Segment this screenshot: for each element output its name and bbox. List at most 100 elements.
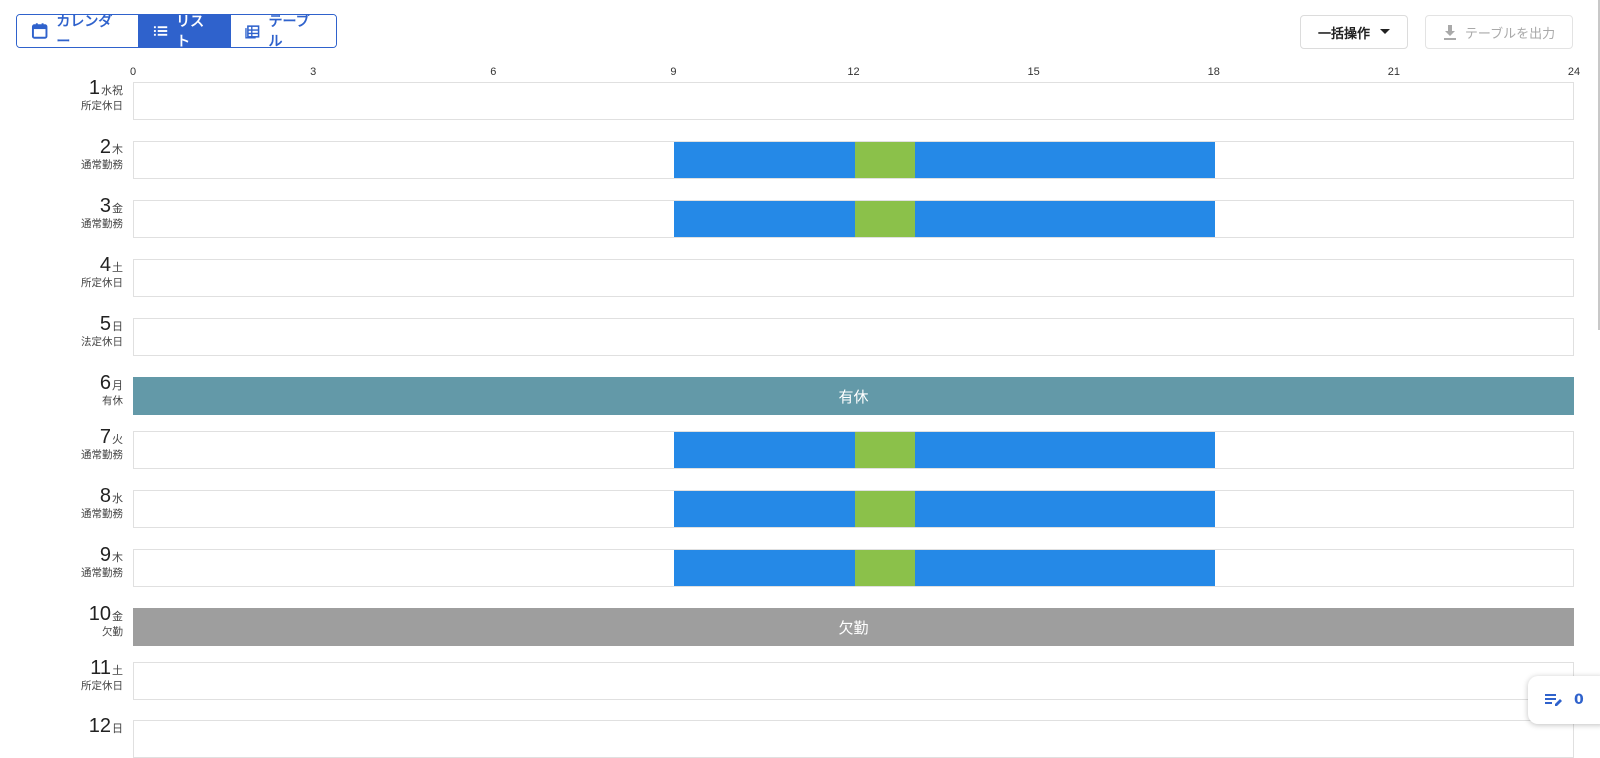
axis-tick-label: 9 bbox=[670, 66, 677, 78]
day-number: 9 bbox=[99, 544, 111, 566]
day-type: 通常勤務 bbox=[81, 567, 123, 579]
break-segment[interactable] bbox=[854, 201, 915, 237]
work-segment[interactable] bbox=[674, 142, 855, 178]
day-timeline-track[interactable] bbox=[133, 662, 1574, 700]
day-timeline-track[interactable] bbox=[133, 490, 1574, 528]
day-number: 12 bbox=[88, 715, 111, 737]
day-weekday: 木 bbox=[112, 552, 123, 564]
break-segment[interactable] bbox=[854, 432, 915, 468]
work-segment[interactable] bbox=[914, 491, 1215, 527]
day-label: 6月 有休 bbox=[0, 373, 123, 408]
day-label: 9木通常勤務 bbox=[0, 545, 123, 580]
day-weekday: 日 bbox=[112, 321, 123, 333]
day-number: 3 bbox=[99, 195, 111, 217]
day-number: 6 bbox=[99, 372, 111, 394]
edits-fab-button[interactable]: 0 bbox=[1528, 676, 1600, 724]
caret-down-icon bbox=[1380, 29, 1390, 34]
day-weekday: 土 bbox=[112, 665, 123, 677]
day-timeline-track[interactable] bbox=[133, 259, 1574, 297]
list-icon bbox=[153, 26, 168, 36]
day-timeline-track[interactable] bbox=[133, 431, 1574, 469]
day-weekday: 土 bbox=[112, 262, 123, 274]
work-segment[interactable] bbox=[674, 432, 855, 468]
day-weekday: 金 bbox=[112, 203, 123, 215]
absence-bar[interactable]: 欠勤 bbox=[133, 608, 1574, 646]
day-label: 1水祝所定休日 bbox=[0, 78, 123, 113]
day-timeline-track[interactable] bbox=[133, 200, 1574, 238]
view-calendar-label: カレンダー bbox=[56, 14, 113, 48]
break-segment[interactable] bbox=[854, 142, 915, 178]
work-segment[interactable] bbox=[914, 432, 1215, 468]
day-type: 所定休日 bbox=[81, 680, 123, 692]
day-type: 法定休日 bbox=[81, 336, 123, 348]
day-number: 11 bbox=[90, 657, 111, 679]
day-number: 5 bbox=[99, 313, 111, 335]
bulk-action-button[interactable]: 一括操作 bbox=[1300, 15, 1408, 49]
day-type: 通常勤務 bbox=[81, 218, 123, 230]
day-type: 所定休日 bbox=[81, 277, 123, 289]
axis-tick-label: 0 bbox=[129, 66, 137, 78]
day-weekday: 火 bbox=[112, 434, 123, 446]
view-toggle: カレンダー リスト テーブル bbox=[16, 14, 337, 48]
edits-count: 0 bbox=[1574, 692, 1584, 708]
break-segment[interactable] bbox=[854, 550, 915, 586]
day-label: 7火通常勤務 bbox=[0, 427, 123, 462]
day-number: 2 bbox=[99, 136, 111, 158]
day-label: 3金通常勤務 bbox=[0, 196, 123, 231]
day-timeline-track[interactable] bbox=[133, 318, 1574, 356]
axis-tick-label: 18 bbox=[1207, 66, 1220, 78]
work-segment[interactable] bbox=[674, 491, 855, 527]
day-number: 8 bbox=[99, 485, 111, 507]
axis-tick-label: 24 bbox=[1567, 66, 1581, 78]
day-label: 5日法定休日 bbox=[0, 314, 123, 349]
day-number: 1 bbox=[88, 77, 100, 99]
day-timeline-track[interactable] bbox=[133, 82, 1574, 120]
day-weekday: 水 bbox=[112, 493, 123, 505]
work-segment[interactable] bbox=[674, 550, 855, 586]
day-weekday: 日 bbox=[112, 723, 123, 735]
work-segment[interactable] bbox=[674, 201, 855, 237]
view-calendar-button[interactable]: カレンダー bbox=[17, 15, 138, 47]
day-type: 有休 bbox=[102, 395, 123, 407]
calendar-icon bbox=[31, 23, 48, 39]
day-weekday: 水祝 bbox=[101, 85, 123, 97]
day-type: 通常勤務 bbox=[81, 449, 123, 461]
day-type: 欠勤 bbox=[102, 626, 123, 638]
day-timeline-track[interactable] bbox=[133, 549, 1574, 587]
day-number: 7 bbox=[99, 426, 111, 448]
day-label: 11土所定休日 bbox=[0, 658, 123, 693]
scrollbar[interactable] bbox=[1598, 0, 1600, 330]
work-segment[interactable] bbox=[914, 201, 1215, 237]
axis-tick-label: 6 bbox=[490, 66, 497, 78]
day-number: 4 bbox=[99, 254, 111, 276]
view-list-label: リスト bbox=[176, 14, 205, 48]
break-segment[interactable] bbox=[854, 491, 915, 527]
work-segment[interactable] bbox=[914, 142, 1215, 178]
day-label: 4土所定休日 bbox=[0, 255, 123, 290]
view-list-button[interactable]: リスト bbox=[138, 15, 230, 47]
day-label: 10金欠勤 bbox=[0, 604, 123, 639]
axis-tick-label: 12 bbox=[847, 66, 860, 78]
work-segment[interactable] bbox=[914, 550, 1215, 586]
day-type: 通常勤務 bbox=[81, 508, 123, 520]
view-table-label: テーブル bbox=[268, 14, 310, 48]
day-weekday: 金 bbox=[112, 611, 123, 623]
paid-leave-bar[interactable]: 有休 bbox=[133, 377, 1574, 415]
export-table-label: テーブルを出力 bbox=[1464, 26, 1556, 42]
axis-tick-label: 3 bbox=[310, 66, 317, 78]
day-weekday: 木 bbox=[112, 144, 123, 156]
bulk-action-label: 一括操作 bbox=[1317, 26, 1370, 42]
day-label: 12日 bbox=[0, 716, 123, 737]
day-type: 通常勤務 bbox=[81, 159, 123, 171]
day-label: 8水通常勤務 bbox=[0, 486, 123, 521]
day-number: 10 bbox=[88, 603, 111, 625]
download-icon bbox=[1443, 25, 1456, 40]
day-timeline-track[interactable] bbox=[133, 141, 1574, 179]
day-timeline-track[interactable] bbox=[133, 720, 1574, 758]
export-table-button[interactable]: テーブルを出力 bbox=[1425, 15, 1573, 49]
view-table-button[interactable]: テーブル bbox=[230, 15, 336, 47]
edit-list-icon bbox=[1545, 694, 1562, 706]
day-type: 所定休日 bbox=[81, 100, 123, 112]
axis-tick-label: 21 bbox=[1387, 66, 1400, 78]
table-icon bbox=[245, 25, 260, 39]
